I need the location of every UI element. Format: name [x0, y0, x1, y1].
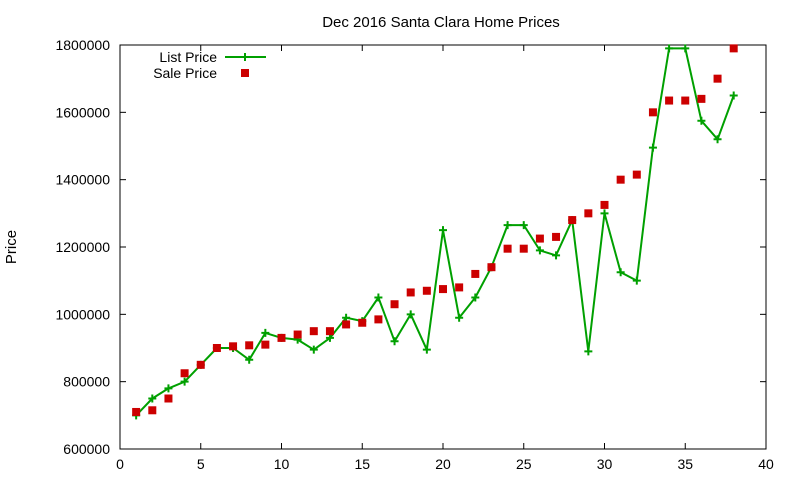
y-tick-label: 1400000 [55, 172, 110, 188]
list-price-point [519, 221, 528, 230]
list-price-point [535, 246, 544, 255]
sale-price-point [196, 360, 205, 369]
sale-price-point [665, 96, 674, 105]
list-price-point [439, 226, 447, 235]
y-tick-label: 800000 [63, 374, 110, 390]
sale-price-point [584, 209, 593, 218]
list-price-point [455, 313, 464, 322]
sale-price-point [180, 369, 189, 378]
list-price-point [713, 135, 722, 144]
list-price-point [665, 44, 674, 53]
sale-price-point [600, 200, 609, 209]
list-price-point [309, 345, 318, 354]
y-tick-label: 1000000 [55, 306, 110, 322]
sale-price-point [568, 216, 577, 225]
x-tick-label: 30 [597, 456, 613, 472]
y-tick-label: 1600000 [55, 104, 110, 120]
x-tick-label: 25 [516, 456, 532, 472]
sale-price-point [390, 300, 399, 309]
list-price-point [374, 293, 383, 302]
sale-price-point [648, 108, 657, 117]
list-price-point [422, 345, 431, 354]
y-tick-label: 1800000 [55, 37, 110, 53]
sale-price-point [342, 320, 351, 329]
list-price-line [135, 47, 735, 416]
sale-price-point [374, 315, 383, 324]
sale-price-point [325, 327, 334, 336]
sale-price-point [229, 342, 238, 351]
list-price-point [681, 44, 690, 53]
sale-price-point [455, 283, 464, 292]
sale-price-point [358, 318, 367, 327]
sale-price-point [309, 327, 318, 336]
y-axis-label: Price [3, 230, 20, 264]
list-price-point [245, 355, 254, 364]
sale-price-point [245, 341, 254, 350]
sale-price-point [164, 394, 173, 403]
sale-price-point [132, 407, 141, 416]
list-price-point [600, 209, 609, 218]
list-price-point [584, 347, 593, 356]
sale-price-point [616, 175, 625, 184]
x-tick-label: 15 [354, 456, 370, 472]
plot-frame [119, 44, 767, 450]
x-tick-label: 10 [274, 456, 290, 472]
list-price-point [729, 91, 738, 100]
list-price-point [261, 328, 270, 337]
sale-price-point [535, 234, 544, 243]
sale-price-point [552, 232, 561, 241]
chart-title: Dec 2016 Santa Clara Home Prices [322, 14, 560, 31]
sale-price-point [212, 344, 221, 352]
axes: 0 5 10 15 20 25 30 35 40 600000 800000 1000000 12000… [55, 37, 774, 472]
x-tick-label: 35 [677, 456, 693, 472]
list-price-point [180, 377, 189, 386]
sale-price-point [632, 170, 641, 179]
x-tick-label: 0 [116, 456, 124, 472]
sale-price-point [293, 330, 302, 339]
sale-price-point [406, 288, 415, 297]
legend-plus-swatch [241, 53, 249, 61]
list-price-point [342, 313, 351, 322]
list-price-point [471, 293, 480, 302]
list-price-point [697, 116, 706, 125]
list-price-point [552, 251, 561, 260]
list-price-point [648, 143, 657, 152]
legend-label: List Price [159, 49, 217, 65]
sale-price-point [487, 263, 496, 272]
series-group [132, 44, 738, 420]
sale-price-point [681, 96, 690, 105]
sale-price-point [713, 74, 722, 83]
sale-price-point [697, 94, 706, 103]
legend-square-swatch [241, 69, 249, 77]
list-price-point [390, 337, 399, 346]
sale-price-point [471, 269, 480, 278]
list-price-point [503, 221, 512, 230]
x-tick-label: 40 [758, 456, 774, 472]
y-tick-label: 1200000 [55, 239, 110, 255]
sale-price-point [519, 244, 528, 253]
y-tick-label: 600000 [63, 441, 110, 457]
list-price-point [164, 384, 173, 393]
list-price-point [325, 333, 334, 342]
list-price-point [632, 276, 641, 285]
list-price-point [406, 310, 415, 319]
sale-price-point [439, 285, 447, 294]
x-tick-label: 20 [435, 456, 451, 472]
sale-price-point [261, 340, 270, 349]
sale-price-point [422, 286, 431, 295]
list-price-point [616, 268, 625, 277]
sale-price-point [729, 44, 738, 53]
sale-price-point [503, 244, 512, 253]
list-price-point [148, 394, 157, 403]
sale-price-point [148, 406, 157, 415]
x-tick-label: 5 [197, 456, 205, 472]
sale-price-point [277, 333, 286, 342]
legend-label: Sale Price [153, 65, 217, 81]
